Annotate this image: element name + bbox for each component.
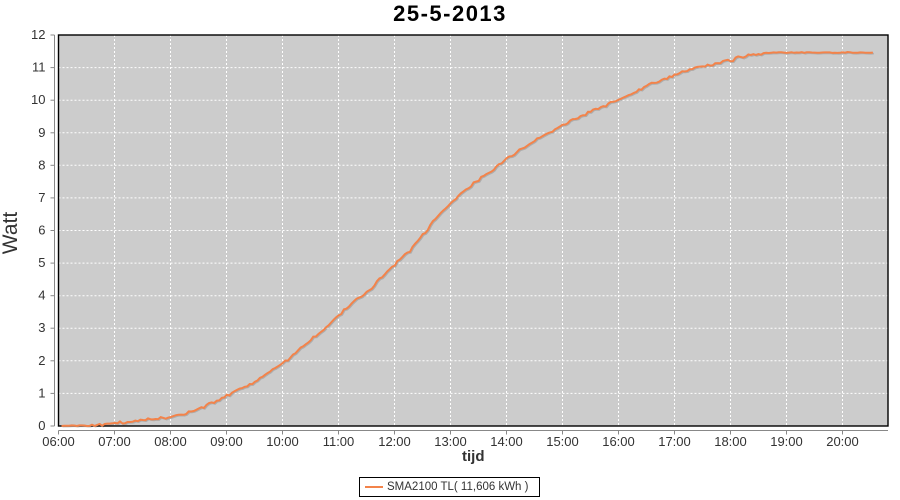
svg-text:10:00: 10:00 — [266, 434, 299, 449]
svg-text:11: 11 — [32, 60, 46, 75]
svg-text:17:00: 17:00 — [658, 434, 691, 449]
svg-text:3: 3 — [38, 320, 45, 335]
svg-text:12: 12 — [31, 27, 45, 42]
svg-text:10: 10 — [31, 92, 45, 107]
svg-text:8: 8 — [38, 157, 45, 172]
svg-text:1: 1 — [38, 385, 45, 400]
svg-text:5: 5 — [38, 255, 45, 270]
svg-text:08:00: 08:00 — [154, 434, 187, 449]
svg-text:6: 6 — [38, 223, 45, 238]
svg-text:19:00: 19:00 — [770, 434, 803, 449]
svg-text:12:00: 12:00 — [378, 434, 411, 449]
svg-text:13:00: 13:00 — [434, 434, 467, 449]
svg-text:2: 2 — [38, 353, 45, 368]
svg-text:7: 7 — [38, 190, 45, 205]
svg-text:9: 9 — [38, 125, 45, 140]
svg-text:15:00: 15:00 — [546, 434, 579, 449]
svg-text:06:00: 06:00 — [42, 434, 75, 449]
svg-text:0: 0 — [38, 418, 45, 433]
svg-text:18:00: 18:00 — [714, 434, 747, 449]
svg-text:07:00: 07:00 — [98, 434, 131, 449]
svg-text:4: 4 — [38, 288, 45, 303]
svg-text:11:00: 11:00 — [323, 434, 355, 449]
svg-text:20:00: 20:00 — [826, 434, 859, 449]
svg-text:14:00: 14:00 — [490, 434, 523, 449]
svg-text:09:00: 09:00 — [210, 434, 243, 449]
svg-text:16:00: 16:00 — [602, 434, 635, 449]
